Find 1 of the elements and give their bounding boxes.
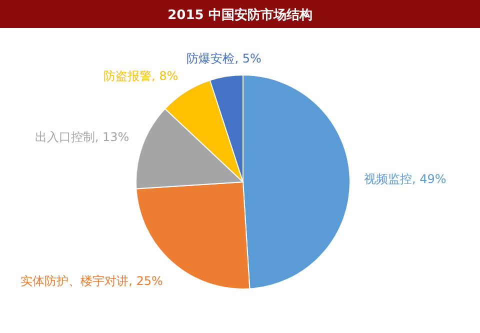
chart-title: 2015 中国安防市场结构 — [168, 7, 312, 23]
